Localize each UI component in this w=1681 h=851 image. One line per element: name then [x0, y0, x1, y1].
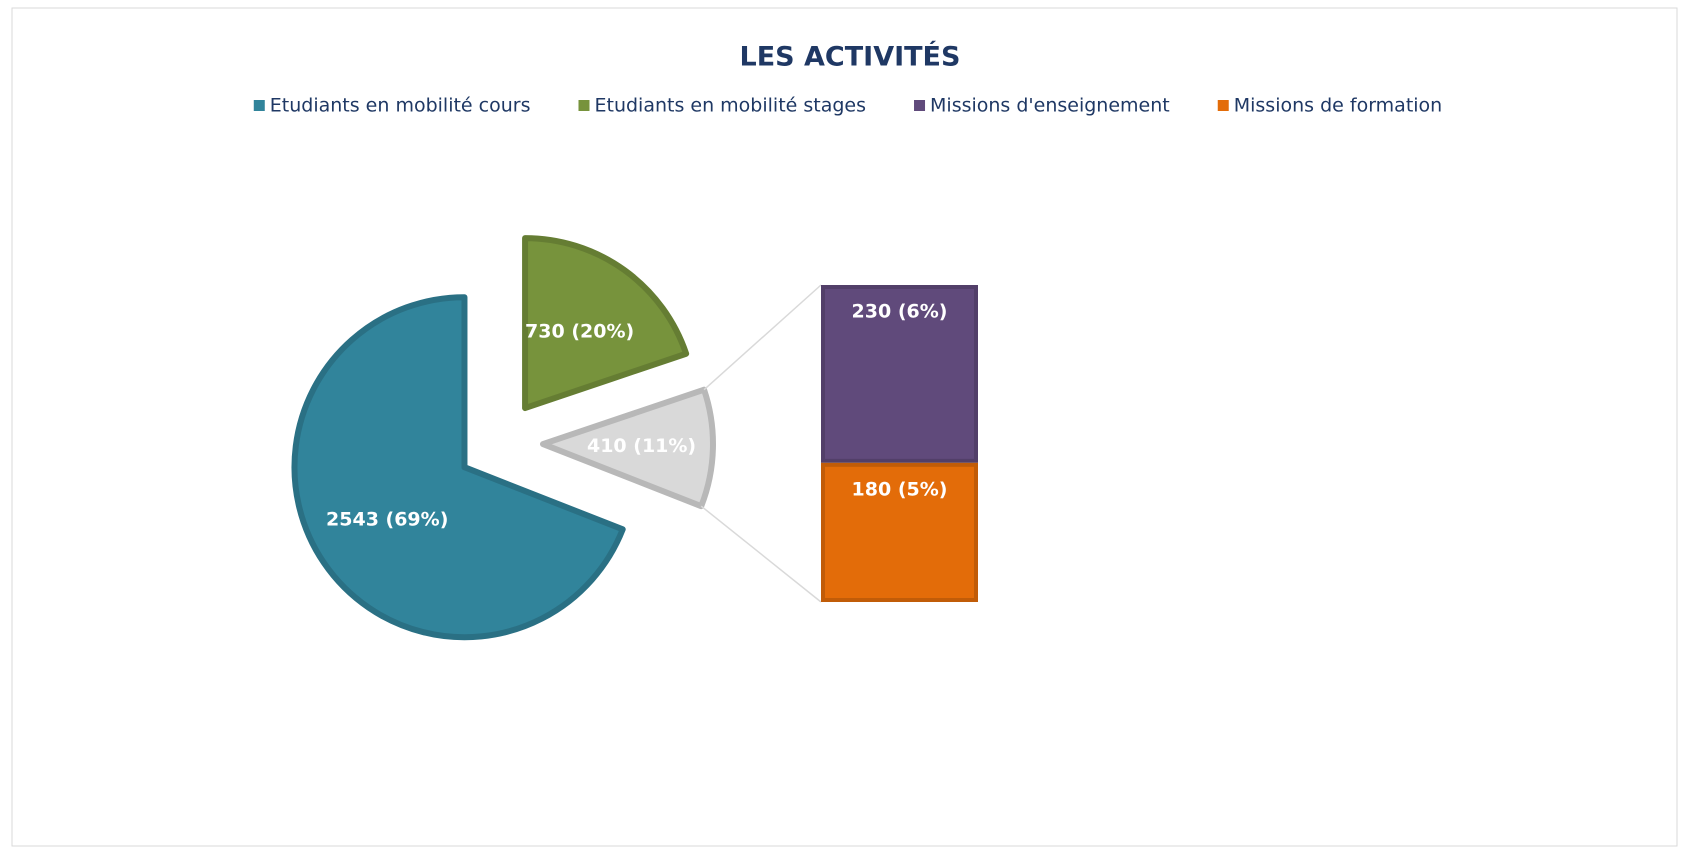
bar-segment [821, 285, 978, 463]
data-label: 180 (5%) [852, 478, 948, 500]
data-label: 2543 (69%) [326, 508, 448, 530]
legend-label: Etudiants en mobilité cours [270, 95, 531, 117]
legend-swatch [578, 100, 590, 111]
pie-slice [539, 386, 716, 510]
legend-label: Missions de formation [1234, 95, 1442, 117]
legend-label: Missions d'enseignement [930, 95, 1170, 117]
legend-label: Etudiants en mobilité stages [594, 95, 866, 117]
connector-line [700, 505, 822, 603]
legend-swatch [1217, 100, 1229, 111]
connector-line [703, 284, 822, 391]
pie-slice [291, 294, 626, 641]
data-label: 730 (20%) [525, 321, 634, 343]
bar-segment [821, 462, 978, 602]
pie-slice [522, 235, 690, 412]
legend-swatch [914, 100, 926, 111]
legend-swatch [253, 100, 265, 111]
data-label: 410 (11%) [587, 435, 696, 457]
chart-title: LES ACTIVITÉS [740, 41, 961, 73]
data-label: 230 (6%) [852, 301, 948, 323]
